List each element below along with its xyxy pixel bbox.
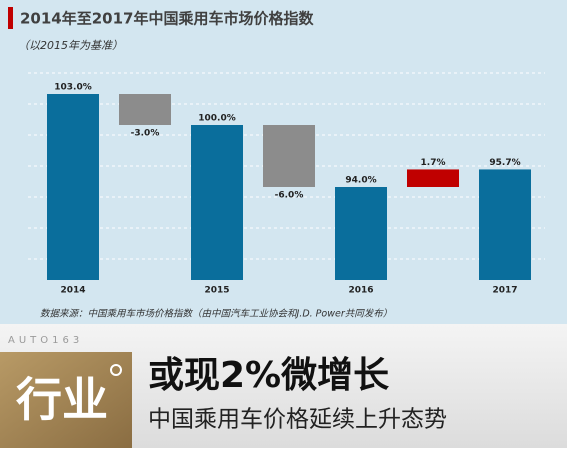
bar <box>407 169 459 187</box>
bar <box>479 169 531 280</box>
section-dot <box>110 364 122 376</box>
chart-title: 2014年至2017年中国乘用车市场价格指数 <box>20 10 314 28</box>
value-label: 95.7% <box>489 158 520 168</box>
plot: 103.0% 2014 -3.0% 100.0% 2015 -6.0% 94.0% 2016 1… <box>47 83 531 296</box>
value-label: 94.0% <box>345 176 376 186</box>
section: 行业 <box>16 373 108 427</box>
value-label: 103.0% <box>54 83 92 93</box>
bar <box>191 125 243 280</box>
headline: 或现2%微增长 <box>148 355 389 396</box>
title-marker <box>8 7 13 29</box>
bar <box>119 94 171 125</box>
chart-subtitle: （以2015年为基准） <box>18 39 123 52</box>
value-label: -3.0% <box>131 129 160 139</box>
value-label: 100.0% <box>198 114 236 124</box>
x-tick-label: 2017 <box>492 286 517 296</box>
x-tick-label: 2014 <box>60 286 85 296</box>
subheadline: 中国乘用车价格延续上升态势 <box>148 407 447 433</box>
brand: AUTO163 <box>8 335 83 346</box>
bar <box>335 187 387 280</box>
bar <box>263 125 315 187</box>
source: 数据来源：中国乘用车市场价格指数（由中国汽车工业协会和J.D. Power共同发… <box>40 308 392 320</box>
x-tick-label: 2015 <box>204 286 229 296</box>
bar <box>47 94 99 280</box>
value-label: -6.0% <box>275 191 304 201</box>
section-box <box>0 352 132 448</box>
x-tick-label: 2016 <box>348 286 373 296</box>
value-label: 1.7% <box>421 158 446 168</box>
